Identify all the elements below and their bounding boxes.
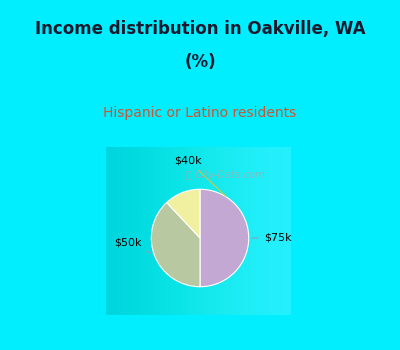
Wedge shape xyxy=(151,203,200,287)
Wedge shape xyxy=(200,189,249,287)
Text: $50k: $50k xyxy=(114,237,152,253)
Text: $40k: $40k xyxy=(174,156,226,196)
Text: ⓘ City-Data.com: ⓘ City-Data.com xyxy=(186,170,264,180)
Text: Hispanic or Latino residents: Hispanic or Latino residents xyxy=(103,106,297,120)
Text: $75k: $75k xyxy=(252,233,292,243)
Text: Income distribution in Oakville, WA: Income distribution in Oakville, WA xyxy=(35,20,365,38)
Text: (%): (%) xyxy=(184,53,216,71)
Wedge shape xyxy=(167,189,200,238)
